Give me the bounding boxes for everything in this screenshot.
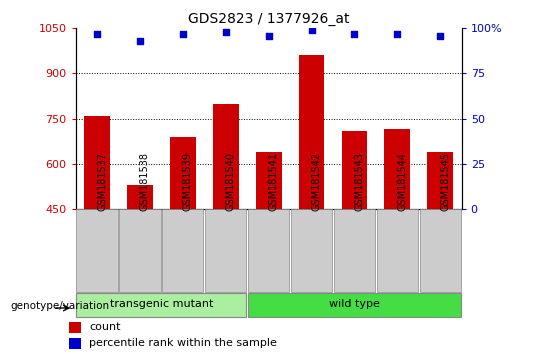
Bar bbox=[342, 131, 367, 209]
Point bbox=[436, 33, 444, 38]
Point bbox=[136, 38, 144, 44]
FancyBboxPatch shape bbox=[205, 209, 246, 292]
Bar bbox=[299, 56, 325, 209]
Bar bbox=[384, 129, 410, 209]
FancyBboxPatch shape bbox=[248, 293, 461, 317]
Bar bbox=[213, 104, 239, 209]
Text: wild type: wild type bbox=[329, 299, 380, 309]
Point bbox=[179, 31, 187, 36]
Text: transgenic mutant: transgenic mutant bbox=[110, 299, 213, 309]
Bar bbox=[127, 185, 153, 209]
FancyBboxPatch shape bbox=[248, 209, 289, 292]
Text: GSM181543: GSM181543 bbox=[354, 152, 364, 211]
Text: GSM181537: GSM181537 bbox=[97, 152, 107, 211]
Bar bbox=[427, 152, 453, 209]
Text: GSM181538: GSM181538 bbox=[140, 152, 150, 211]
FancyBboxPatch shape bbox=[377, 209, 418, 292]
Point bbox=[265, 33, 273, 38]
Text: GSM181539: GSM181539 bbox=[183, 152, 193, 211]
Point bbox=[221, 29, 230, 35]
Point bbox=[350, 31, 359, 36]
Text: GSM181545: GSM181545 bbox=[440, 152, 450, 211]
Bar bbox=[69, 322, 81, 333]
Point bbox=[93, 31, 102, 36]
Text: GSM181541: GSM181541 bbox=[269, 152, 279, 211]
FancyBboxPatch shape bbox=[291, 209, 332, 292]
Text: percentile rank within the sample: percentile rank within the sample bbox=[89, 338, 277, 348]
Bar bbox=[69, 338, 81, 349]
Text: GSM181544: GSM181544 bbox=[397, 152, 407, 211]
Bar bbox=[256, 152, 281, 209]
FancyBboxPatch shape bbox=[334, 209, 375, 292]
Title: GDS2823 / 1377926_at: GDS2823 / 1377926_at bbox=[188, 12, 349, 26]
FancyBboxPatch shape bbox=[119, 209, 160, 292]
FancyBboxPatch shape bbox=[77, 293, 246, 317]
Text: count: count bbox=[89, 322, 120, 332]
Text: GSM181540: GSM181540 bbox=[226, 152, 236, 211]
FancyBboxPatch shape bbox=[162, 209, 204, 292]
Text: GSM181542: GSM181542 bbox=[312, 152, 321, 211]
FancyBboxPatch shape bbox=[77, 209, 118, 292]
FancyBboxPatch shape bbox=[420, 209, 461, 292]
Text: genotype/variation: genotype/variation bbox=[11, 301, 110, 311]
Bar bbox=[84, 115, 110, 209]
Point bbox=[393, 31, 402, 36]
Bar bbox=[170, 137, 195, 209]
Point bbox=[307, 27, 316, 33]
